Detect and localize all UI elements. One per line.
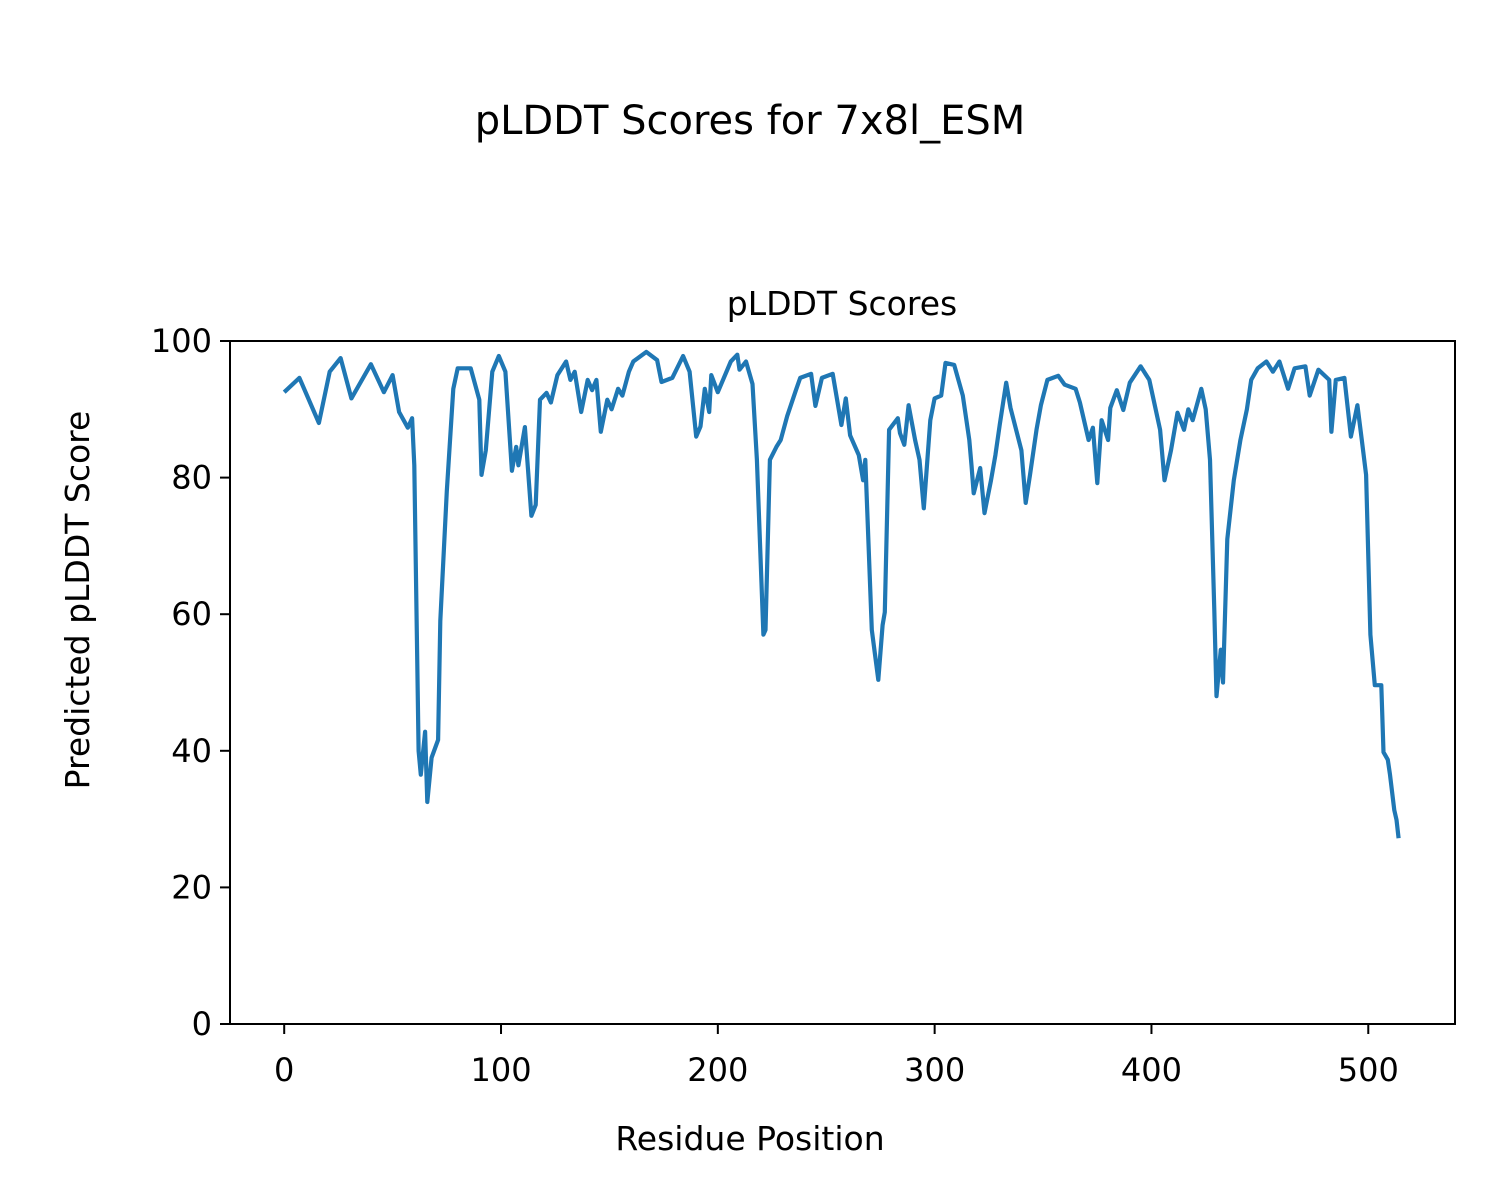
x-axis-label: Residue Position [615, 1119, 884, 1158]
y-tick-label: 100 [151, 322, 212, 360]
x-tick-label: 500 [1338, 1051, 1399, 1089]
axes-frame [229, 340, 1456, 1025]
y-axis-label: Predicted pLDDT Score [58, 411, 97, 790]
y-tick-label: 20 [171, 868, 212, 906]
y-tick-label: 80 [171, 459, 212, 497]
y-axis: 0 20 40 60 80 100 [151, 322, 230, 1043]
figure-title: pLDDT Scores for 7x8l_ESM [475, 98, 1026, 144]
plot-area [229, 340, 1456, 1025]
y-tick-label: 0 [192, 1005, 212, 1043]
series-line-plddt [282, 349, 1401, 839]
x-axis: 0 100 200 300 400 500 [274, 1024, 1399, 1089]
chart-title: pLDDT Scores [727, 284, 957, 323]
y-tick-label: 40 [171, 732, 212, 770]
x-tick-label: 400 [1121, 1051, 1182, 1089]
x-tick-label: 200 [687, 1051, 748, 1089]
x-tick-label: 300 [904, 1051, 965, 1089]
x-tick-label: 100 [470, 1051, 531, 1089]
y-tick-label: 60 [171, 595, 212, 633]
x-tick-label: 0 [274, 1051, 294, 1089]
